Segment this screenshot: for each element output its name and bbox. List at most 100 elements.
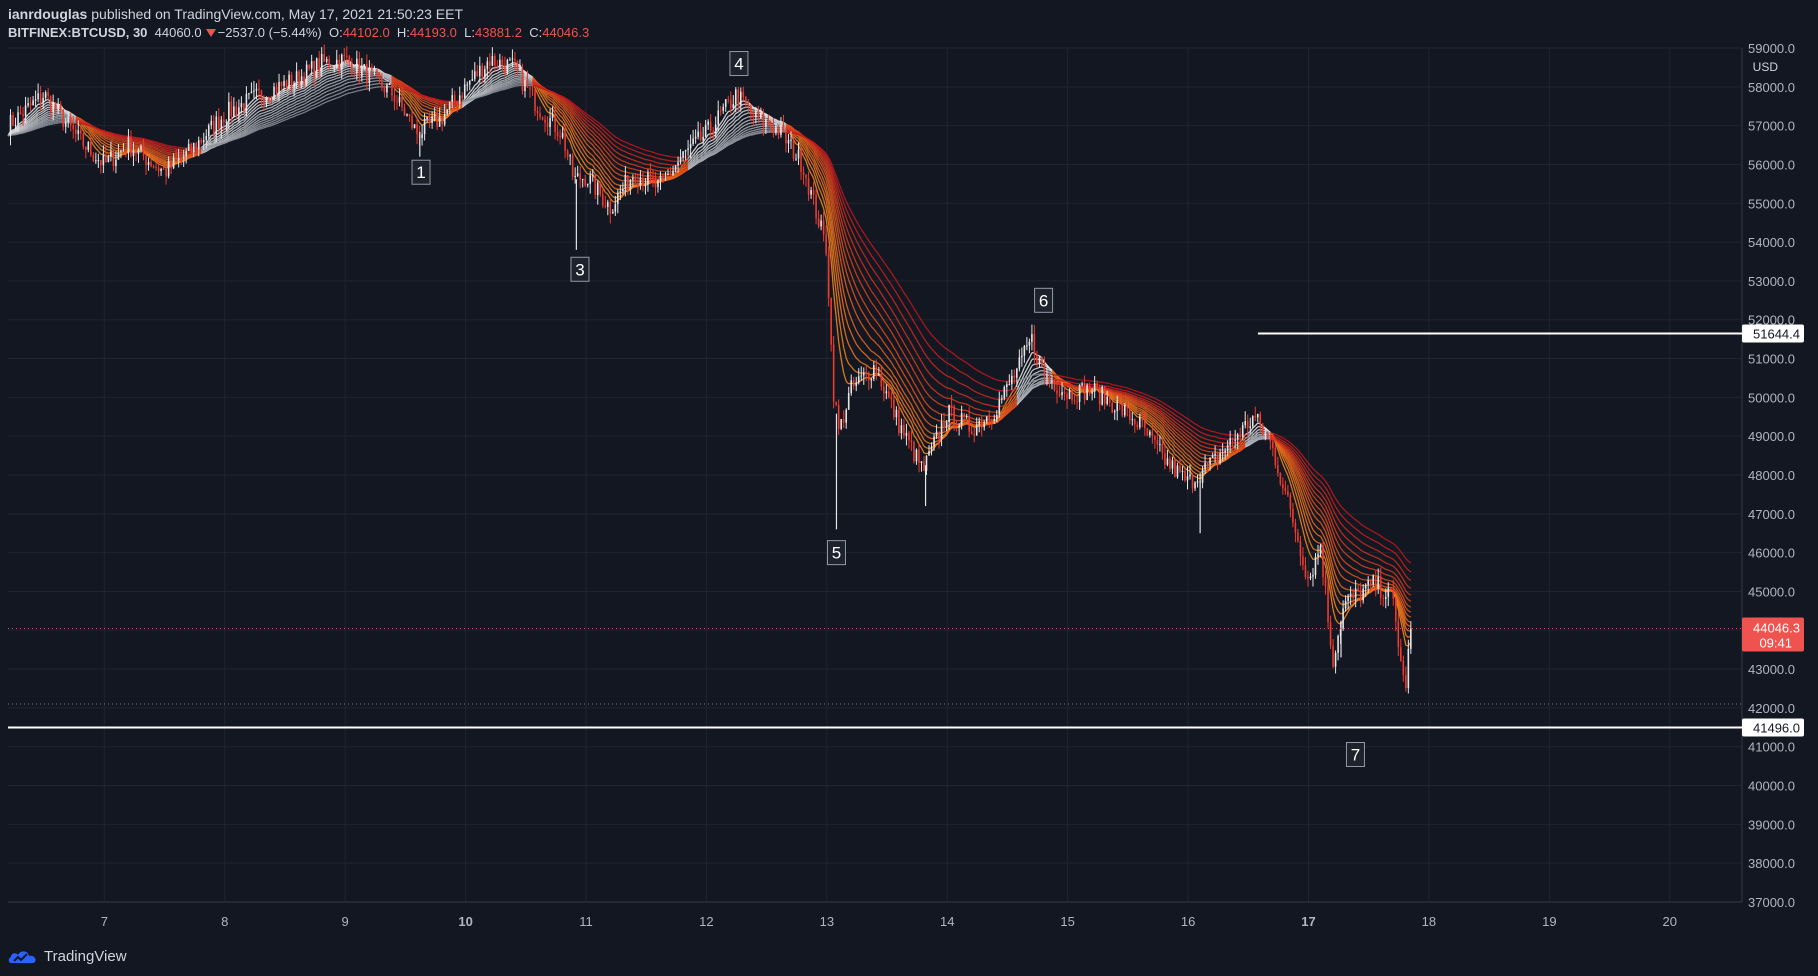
ema-ribbon-segment (758, 123, 762, 126)
ema-ribbon-segment (496, 73, 501, 77)
ema-ribbon-segment (1297, 499, 1302, 510)
ema-ribbon-segment (1179, 454, 1183, 458)
ema-ribbon-segment (160, 159, 164, 162)
ema-ribbon-segment (97, 150, 102, 155)
x-tick-label: 10 (458, 914, 472, 929)
ema-ribbon-segment (579, 144, 584, 150)
ema-ribbon-segment (865, 364, 870, 368)
ema-ribbon-segment (1334, 575, 1339, 582)
ema-ribbon-segment (705, 142, 709, 147)
ema-ribbon-segment (466, 91, 471, 97)
ema-ribbon-segment (301, 98, 305, 101)
ema-ribbon-segment (1149, 417, 1153, 421)
ema-ribbon-segment (1174, 453, 1178, 457)
ema-ribbon-segment (592, 155, 596, 160)
ema-ribbon-segment (559, 115, 564, 119)
ema-ribbon-segment (303, 88, 308, 92)
ema-ribbon-segment (494, 69, 498, 72)
ema-ribbon-segment (346, 72, 350, 75)
ema-ribbon-segment (1131, 410, 1136, 415)
ema-ribbon-segment (233, 124, 237, 127)
ema-ribbon-segment (840, 278, 845, 293)
ema-ribbon-segment (853, 353, 857, 359)
ema-ribbon-segment (311, 89, 315, 92)
ema-ribbon-segment (860, 361, 865, 365)
ema-ribbon-segment (1137, 407, 1141, 410)
ema-ribbon-segment (815, 179, 820, 188)
ema-ribbon-segment (233, 121, 237, 124)
ema-ribbon-segment (697, 142, 701, 146)
ema-ribbon-segment (331, 76, 335, 79)
ema-ribbon-segment (587, 150, 591, 155)
ema-ribbon-segment (722, 119, 727, 125)
ema-ribbon-segment (1194, 468, 1198, 472)
ema-ribbon-segment (42, 112, 47, 116)
author-name[interactable]: ianrdouglas (8, 6, 88, 22)
ema-ribbon-segment (720, 123, 724, 128)
ema-ribbon-segment (549, 100, 553, 103)
ema-ribbon-segment (592, 164, 596, 170)
ema-ribbon-segment (604, 176, 609, 181)
ema-ribbon-segment (1277, 445, 1281, 453)
ema-ribbon-segment (541, 103, 546, 109)
ema-ribbon-segment (577, 145, 581, 152)
ema-ribbon-segment (913, 409, 918, 415)
y-tick-label: 50000.0 (1748, 390, 1795, 405)
ema-ribbon-segment (715, 137, 719, 142)
ema-ribbon-segment (1021, 379, 1025, 386)
ema-ribbon-segment (85, 130, 89, 134)
ema-ribbon-segment (542, 91, 546, 96)
ema-ribbon-segment (108, 138, 112, 141)
ema-ribbon-segment (153, 155, 157, 159)
ema-ribbon-segment (908, 417, 912, 423)
ema-ribbon-segment (840, 293, 845, 308)
ema-ribbon-segment (1051, 371, 1055, 375)
ema-ribbon-segment (102, 137, 107, 141)
ema-ribbon-segment (296, 97, 300, 100)
symbol-name[interactable]: BITFINEX:BTCUSD, 30 (8, 25, 148, 40)
ema-ribbon-segment (865, 344, 870, 349)
ema-ribbon-segment (326, 74, 330, 77)
ema-ribbon-segment (577, 158, 581, 165)
ema-ribbon-segment (1011, 397, 1015, 402)
ema-ribbon-segment (1312, 521, 1317, 527)
ema-ribbon-segment (903, 392, 907, 397)
ema-ribbon-segment (326, 83, 330, 86)
ema-ribbon-segment (323, 75, 328, 79)
ema-ribbon-segment (890, 385, 895, 392)
ema-ribbon-segment (607, 179, 611, 184)
ema-ribbon-segment (926, 441, 930, 444)
y-tick-label: 48000.0 (1748, 468, 1795, 483)
ema-ribbon-segment (411, 98, 416, 103)
ema-ribbon-segment (484, 83, 488, 87)
ema-ribbon-segment (108, 137, 112, 140)
ema-ribbon-segment (484, 85, 488, 89)
ema-ribbon-segment (1059, 377, 1063, 381)
ema-ribbon-segment (1337, 589, 1342, 595)
ema-ribbon-segment (92, 133, 97, 138)
ema-ribbon-segment (1400, 604, 1404, 612)
ema-ribbon-segment (1156, 423, 1161, 428)
ema-ribbon-segment (609, 178, 614, 183)
ema-ribbon-segment (502, 79, 506, 82)
ema-ribbon-segment (956, 415, 960, 417)
ema-ribbon-segment (820, 185, 825, 193)
price-chart[interactable]: 37000.0 38000.0 39000.0 40000.0 41000.0 42000… (0, 0, 1818, 934)
ema-ribbon-segment (974, 413, 977, 416)
ema-ribbon-segment (411, 105, 416, 110)
ema-ribbon-segment (32, 119, 36, 123)
ema-ribbon-segment (1292, 472, 1297, 480)
ema-ribbon-segment (1169, 447, 1173, 451)
ema-ribbon-segment (1049, 369, 1053, 373)
ema-ribbon-segment (1324, 552, 1329, 563)
ema-ribbon-segment (845, 336, 850, 345)
ema-ribbon-segment (424, 102, 428, 105)
ema-ribbon-segment (1134, 408, 1138, 413)
ema-ribbon-segment (910, 422, 915, 430)
ema-ribbon-segment (273, 99, 277, 102)
ema-ribbon-segment (544, 92, 549, 97)
ema-ribbon-segment (827, 236, 832, 261)
ema-ribbon-segment (268, 111, 272, 114)
ema-ribbon-segment (1327, 554, 1332, 565)
y-tick-label: 51000.0 (1748, 352, 1795, 367)
